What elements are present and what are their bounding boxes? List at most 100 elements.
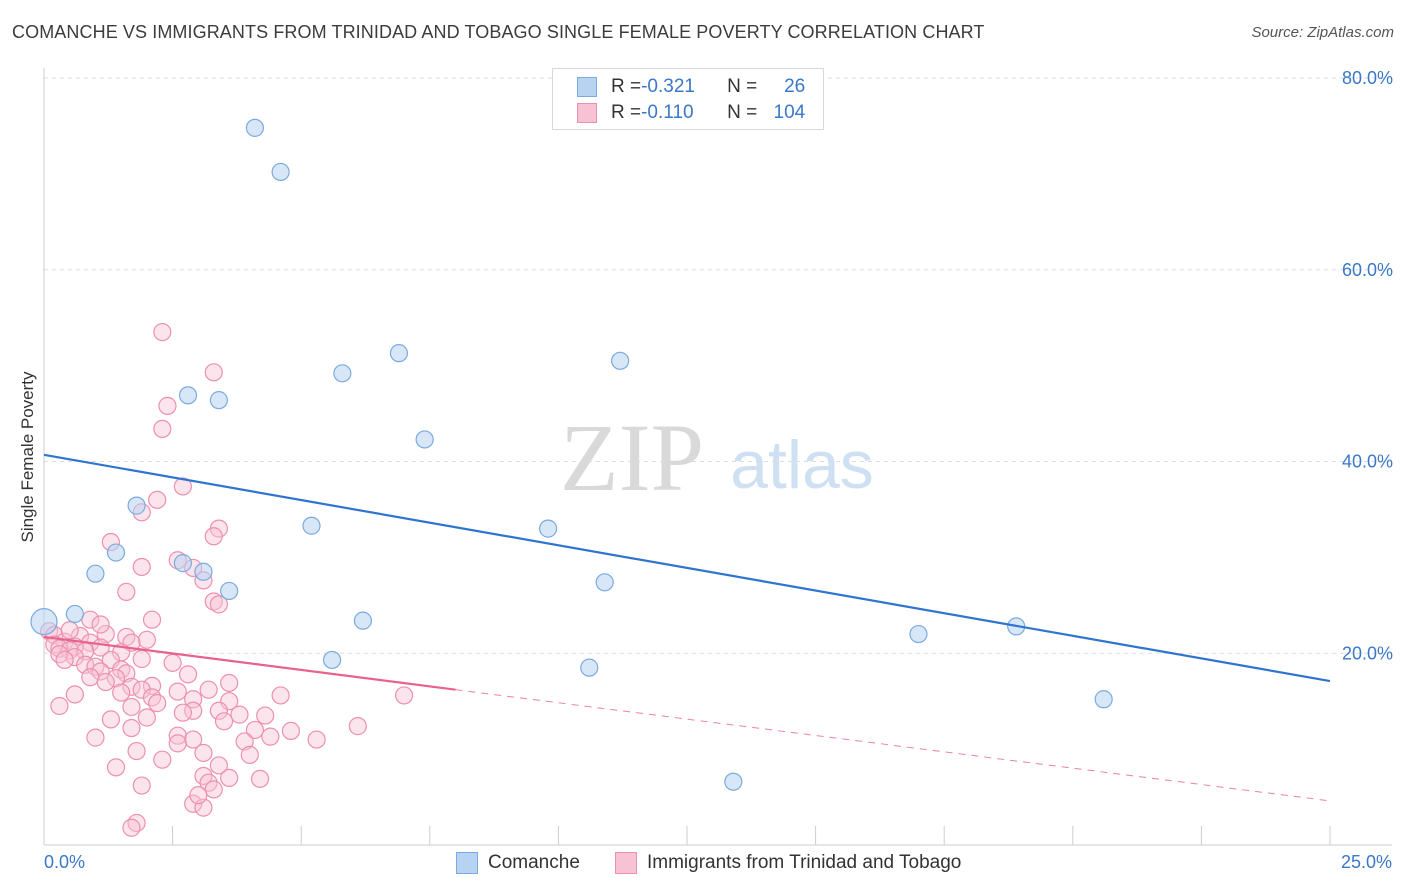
r-label: R = — [611, 102, 642, 123]
source-attribution: Source: ZipAtlas.com — [1251, 24, 1394, 41]
comanche-point — [209, 391, 228, 410]
r-label: R = — [611, 76, 642, 97]
trinidad-point — [60, 621, 79, 640]
trend-lines — [43, 453, 1331, 802]
trinidad-point — [230, 705, 249, 724]
comanche-point — [353, 611, 373, 630]
comanche-point — [539, 519, 558, 538]
trinidad-point — [194, 743, 213, 763]
watermark-atlas: atlas — [730, 427, 874, 503]
comanche-point — [611, 351, 630, 370]
trinidad-point — [91, 662, 110, 681]
trinidad-point — [168, 734, 187, 753]
trinidad-point — [189, 786, 208, 805]
trinidad-point — [81, 668, 100, 687]
comanche-point — [909, 624, 928, 644]
trinidad-point — [117, 582, 136, 601]
trinidad-point — [256, 706, 275, 725]
trinidad-point — [153, 750, 172, 769]
comanche-point — [302, 516, 321, 535]
comanche-point — [173, 554, 192, 573]
gridlines — [44, 77, 1392, 654]
trinidad-point — [86, 728, 105, 747]
comanche-point — [389, 344, 409, 363]
axes — [43, 68, 1392, 846]
trinidad-point — [184, 794, 203, 813]
trinidad-point — [245, 720, 265, 740]
r-value: -0.321 — [641, 76, 695, 97]
comanche-point — [127, 496, 146, 515]
trinidad-point — [163, 653, 182, 672]
trinidad-point — [168, 682, 187, 701]
trinidad-point — [148, 490, 167, 509]
trinidad-point — [261, 727, 280, 746]
trinidad-point — [132, 649, 151, 669]
trinidad-point — [132, 557, 151, 577]
n-label: N = — [727, 76, 758, 97]
trinidad-point — [96, 672, 115, 692]
trinidad-point — [122, 818, 141, 837]
trinidad-trend-line — [43, 635, 456, 691]
trinidad-point — [271, 686, 290, 705]
trinidad-point — [220, 768, 239, 787]
trinidad-point — [209, 756, 228, 775]
trinidad-point — [65, 647, 84, 667]
comanche-point — [65, 604, 84, 624]
trinidad-point — [178, 665, 198, 684]
trinidad-point — [142, 688, 162, 707]
n-value: 26 — [784, 76, 806, 97]
legend-row-comanche: R = -0.321 N = 26 — [577, 75, 805, 99]
trinidad-point — [199, 680, 218, 699]
comanche-point — [724, 772, 743, 791]
trinidad-point — [204, 363, 223, 382]
r-value: -0.110 — [641, 102, 694, 123]
trinidad-point — [132, 680, 151, 699]
comanche-point — [1094, 690, 1113, 709]
trinidad-point — [50, 696, 69, 716]
trinidad-point — [106, 669, 126, 688]
comanche-legend-swatch — [456, 852, 478, 874]
trinidad-point — [173, 703, 192, 722]
comanche-point — [30, 608, 58, 636]
legend-label-comanche: Comanche — [488, 852, 580, 873]
comanche-point — [194, 562, 213, 581]
trinidad-point — [235, 732, 254, 751]
trinidad-point — [209, 701, 228, 720]
trinidad-point — [65, 685, 84, 704]
legend-item-comanche[interactable]: Comanche — [456, 852, 580, 874]
trinidad-point — [122, 718, 141, 738]
comanche-point — [220, 581, 239, 601]
n-value: 104 — [773, 102, 806, 123]
trinidad-point — [394, 686, 414, 705]
trinidad-point — [137, 630, 156, 649]
trinidad-point — [204, 592, 223, 611]
x-tick-label-min: 0.0% — [44, 852, 86, 872]
legend-row-trinidad: R = -0.110 N = 104 — [577, 101, 805, 125]
comanche-point — [178, 386, 198, 405]
legend-label-trinidad: Immigrants from Trinidad and Tobago — [647, 852, 962, 873]
trinidad-point — [91, 615, 110, 634]
x-tick-label-max: 25.0% — [1340, 852, 1392, 872]
y-tick-labels: 20.0% 40.0% 60.0% 80.0% — [1342, 68, 1393, 663]
trinidad-point — [209, 595, 228, 614]
correlation-legend: R = -0.321 N = 26 R = -0.110 N = 104 — [552, 68, 824, 130]
trinidad-legend-swatch — [615, 852, 637, 874]
trinidad-point — [240, 745, 259, 764]
trinidad-point — [122, 697, 141, 717]
comanche-point — [595, 573, 614, 592]
trinidad-point — [204, 780, 223, 799]
trinidad-point — [122, 677, 141, 696]
trinidad-point — [96, 624, 115, 644]
comanche-point — [106, 543, 126, 562]
y-tick-label: 40.0% — [1342, 452, 1393, 472]
y-tick-label: 20.0% — [1342, 643, 1393, 663]
trinidad-points — [40, 322, 414, 837]
y-tick-label: 60.0% — [1342, 260, 1393, 280]
trinidad-point — [142, 610, 162, 629]
comanche-trend-line — [43, 453, 1331, 683]
comanche-point — [322, 650, 342, 670]
trinidad-point — [307, 730, 326, 749]
trinidad-point — [101, 710, 120, 729]
legend-item-trinidad[interactable]: Immigrants from Trinidad and Tobago — [615, 852, 961, 874]
comanche-point — [580, 658, 599, 677]
